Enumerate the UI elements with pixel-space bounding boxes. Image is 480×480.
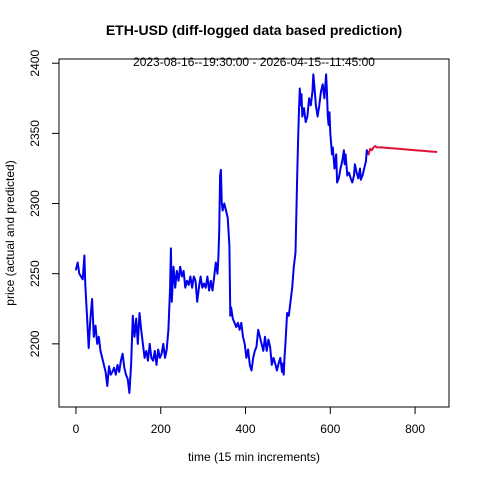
y-tick-label: 2400 (28, 50, 42, 77)
y-tick-label: 2200 (28, 330, 42, 357)
x-axis-label: time (15 min increments) (188, 450, 320, 464)
y-axis-label: price (actual and predicted) (3, 160, 17, 305)
plot-frame (58, 58, 450, 408)
x-tick-label: 800 (405, 422, 425, 436)
chart-subtitle: 2023-08-16--19:30:00 - 2026-04-15--11:45… (133, 55, 375, 69)
y-tick-label: 2350 (28, 120, 42, 147)
x-tick-label: 200 (151, 422, 171, 436)
y-axis: 2200 2250 2300 2350 2400 (28, 50, 59, 357)
x-tick-label: 400 (236, 422, 256, 436)
x-tick-label: 600 (320, 422, 340, 436)
series-layer (75, 73, 438, 394)
series-line-1 (367, 145, 438, 156)
chart-title: ETH-USD (diff-logged data based predicti… (106, 22, 402, 38)
x-axis: 0 200 400 600 800 (73, 407, 425, 436)
x-tick-label: 0 (73, 422, 80, 436)
series-line-0 (75, 73, 370, 394)
y-tick-label: 2250 (28, 260, 42, 287)
y-tick-label: 2300 (28, 190, 42, 217)
